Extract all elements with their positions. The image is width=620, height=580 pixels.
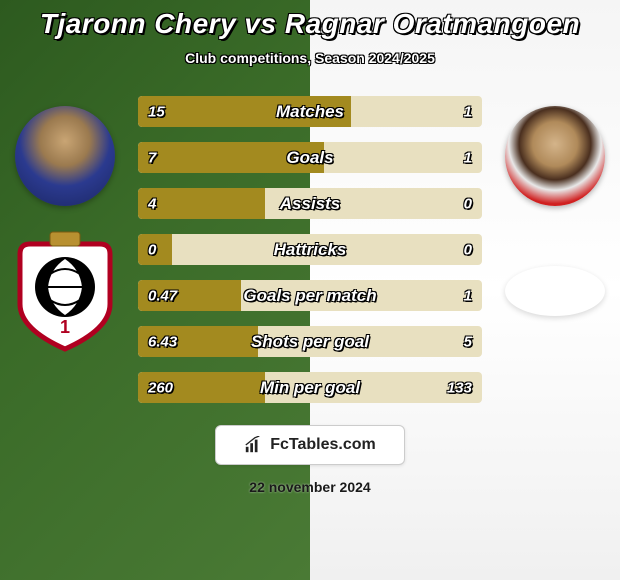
stat-row: 7 Goals 1 <box>138 142 482 173</box>
stat-value-right: 0 <box>464 195 472 212</box>
main-row: 1 15Matches17Goals14Assists00Hattricks00… <box>0 96 620 403</box>
club-oval-icon <box>505 266 605 316</box>
stats-column: 15Matches17Goals14Assists00Hattricks00.4… <box>130 96 490 403</box>
stat-label: Matches <box>276 102 344 122</box>
player-right-club-badge <box>495 226 615 356</box>
footer: FcTables.com 22 november 2024 <box>215 425 405 495</box>
stat-value-right: 1 <box>464 149 472 166</box>
stat-label: Goals per match <box>243 286 376 306</box>
stat-value-left: 260 <box>148 379 173 396</box>
stat-row: 6.43 Shots per goal 5 <box>138 326 482 357</box>
stat-value-left: 7 <box>148 149 156 166</box>
stat-label: Hattricks <box>274 240 347 260</box>
stat-value-right: 5 <box>464 333 472 350</box>
stat-row: 260 Min per goal 133 <box>138 372 482 403</box>
stat-label: Assists <box>280 194 340 214</box>
chart-icon <box>244 436 262 454</box>
stat-value-right: 133 <box>447 379 472 396</box>
stat-value-left: 15 <box>148 103 165 120</box>
stat-value-right: 1 <box>464 287 472 304</box>
stat-row: 0.47 Goals per match 1 <box>138 280 482 311</box>
player-right-avatar <box>505 106 605 206</box>
brand-box[interactable]: FcTables.com <box>215 425 405 465</box>
stat-row: 0 Hattricks 0 <box>138 234 482 265</box>
date-text: 22 november 2024 <box>249 479 370 495</box>
player-left-club-badge: 1 <box>5 226 125 356</box>
player-left-avatar <box>15 106 115 206</box>
stat-value-right: 1 <box>464 103 472 120</box>
stat-row: 15 Matches 1 <box>138 96 482 127</box>
stat-value-left: 4 <box>148 195 156 212</box>
content-root: Tjaronn Chery vs Ragnar Oratmangoen Club… <box>0 0 620 580</box>
left-column: 1 <box>0 96 130 356</box>
svg-text:1: 1 <box>60 317 70 337</box>
shield-icon: 1 <box>10 229 120 354</box>
stat-label: Min per goal <box>260 378 360 398</box>
brand-text: FcTables.com <box>270 436 376 454</box>
page-subtitle: Club competitions, Season 2024/2025 <box>185 50 435 66</box>
stat-value-right: 0 <box>464 241 472 258</box>
stat-bar-left <box>138 188 265 219</box>
stat-label: Goals <box>286 148 333 168</box>
stat-row: 4 Assists 0 <box>138 188 482 219</box>
stat-value-left: 6.43 <box>148 333 177 350</box>
page-title: Tjaronn Chery vs Ragnar Oratmangoen <box>40 8 580 40</box>
stat-label: Shots per goal <box>251 332 369 352</box>
right-column <box>490 96 620 356</box>
stat-value-left: 0.47 <box>148 287 177 304</box>
stat-value-left: 0 <box>148 241 156 258</box>
